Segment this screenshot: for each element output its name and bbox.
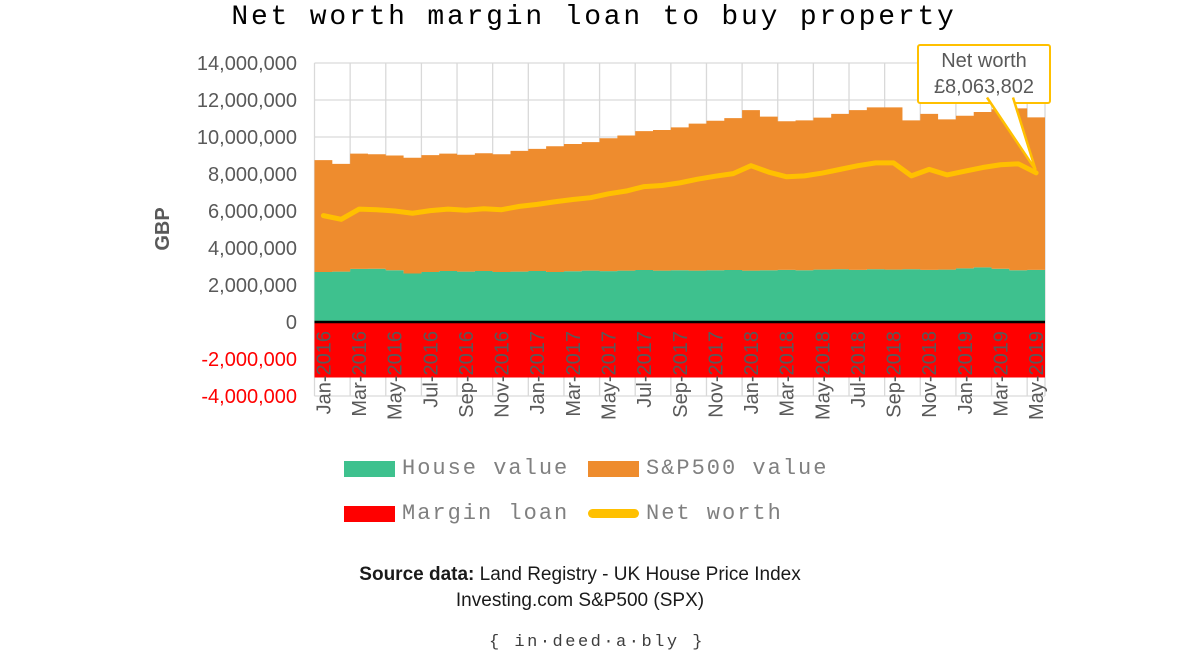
- x-axis-tick-labels: Jan-2016 Mar-2016 May-2016 Jul-2016 Sep-2016…: [313, 331, 1048, 420]
- source-prefix: Source data:: [359, 564, 475, 585]
- svg-text:Nov-2017: Nov-2017: [705, 331, 727, 418]
- svg-text:Jan-2016: Jan-2016: [313, 331, 335, 414]
- margin-loan-area: [314, 322, 1045, 378]
- svg-text:Jan-2017: Jan-2017: [527, 331, 549, 414]
- annotation-value: £8,063,802: [933, 76, 1035, 98]
- svg-text:Sep-2017: Sep-2017: [670, 331, 692, 418]
- site-wordmark: { in·deed·a·bly }: [489, 633, 705, 652]
- svg-text:Mar-2017: Mar-2017: [563, 331, 585, 417]
- svg-text:Jul-2017: Jul-2017: [634, 331, 656, 408]
- sp500-value-area: [314, 107, 1045, 274]
- legend-item-sp500-value: S&P500 value: [588, 456, 828, 481]
- legend-label-margin-loan: Margin loan: [402, 501, 570, 526]
- svg-text:May-2016: May-2016: [385, 331, 407, 420]
- legend-label-sp500-value: S&P500 value: [646, 456, 829, 481]
- svg-text:-4,000,000: -4,000,000: [201, 386, 297, 408]
- svg-text:Nov-2018: Nov-2018: [919, 331, 941, 418]
- svg-text:Sep-2018: Sep-2018: [884, 331, 906, 418]
- house-value-area: [314, 267, 1045, 322]
- svg-text:Jan-2019: Jan-2019: [955, 331, 977, 414]
- svg-text:Jul-2016: Jul-2016: [420, 331, 442, 408]
- source-line-2: Investing.com S&P500 (SPX): [455, 590, 705, 611]
- svg-text:Sep-2016: Sep-2016: [456, 331, 478, 418]
- svg-text:May-2017: May-2017: [598, 331, 620, 420]
- source-line-1: Source data: Land Registry - UK House Pr…: [0, 562, 1160, 588]
- svg-text:6,000,000: 6,000,000: [208, 201, 297, 223]
- y-axis-tick-labels: 14,000,000 12,000,000 10,000,000 8,000,000 6…: [197, 53, 297, 408]
- svg-text:Mar-2018: Mar-2018: [777, 331, 799, 417]
- gridlines: [313, 62, 1046, 397]
- annotation-title: Net worth: [941, 50, 1027, 72]
- net-worth-line: [320, 160, 1039, 222]
- callout-wedge: [985, 96, 1037, 171]
- svg-text:0: 0: [286, 312, 297, 334]
- svg-text:4,000,000: 4,000,000: [208, 238, 297, 260]
- legend-label-net-worth: Net worth: [646, 501, 783, 526]
- svg-text:14,000,000: 14,000,000: [197, 53, 297, 75]
- legend-item-net-worth: Net worth: [588, 501, 783, 526]
- svg-text:-2,000,000: -2,000,000: [201, 349, 297, 371]
- chart-title: Net worth margin loan to buy property: [231, 2, 957, 33]
- svg-text:10,000,000: 10,000,000: [197, 127, 297, 149]
- svg-text:2,000,000: 2,000,000: [208, 275, 297, 297]
- legend-item-house-value: House value: [344, 456, 569, 481]
- svg-text:May-2019: May-2019: [1026, 331, 1048, 420]
- legend-label-house-value: House value: [402, 456, 570, 481]
- source-attribution: Source data: Land Registry - UK House Pr…: [0, 562, 1160, 614]
- margin-loan-swatch-icon: [344, 505, 395, 522]
- svg-text:Mar-2016: Mar-2016: [349, 331, 371, 417]
- svg-text:Nov-2016: Nov-2016: [492, 331, 514, 418]
- svg-text:8,000,000: 8,000,000: [208, 164, 297, 186]
- net-worth-annotation: Net worth £8,063,802: [917, 44, 1051, 104]
- svg-text:May-2018: May-2018: [812, 331, 834, 420]
- svg-text:12,000,000: 12,000,000: [197, 90, 297, 112]
- house-value-swatch-icon: [344, 460, 395, 477]
- source-text-1: Land Registry - UK House Price Index: [474, 564, 801, 585]
- sp500-value-swatch-icon: [588, 460, 639, 477]
- svg-text:Jan-2018: Jan-2018: [741, 331, 763, 414]
- svg-text:Jul-2018: Jul-2018: [848, 331, 870, 408]
- legend-item-margin-loan: Margin loan: [344, 501, 569, 526]
- svg-text:Mar-2019: Mar-2019: [990, 331, 1012, 417]
- y-axis-title: GBP: [151, 207, 174, 251]
- net-worth-line-marker-icon: [588, 509, 639, 518]
